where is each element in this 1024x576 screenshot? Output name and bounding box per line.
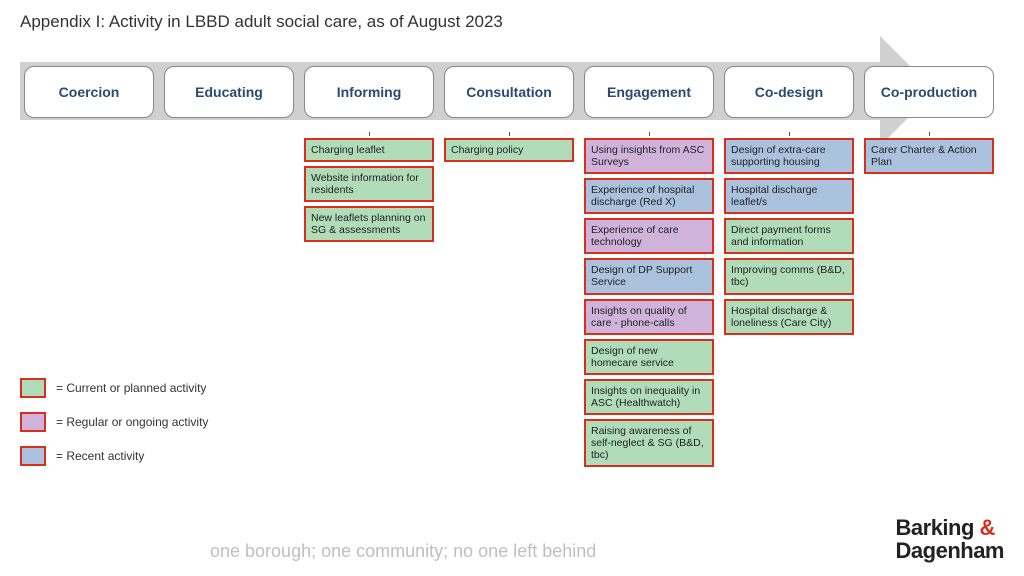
stage-connector [649, 132, 650, 136]
legend-swatch [20, 446, 46, 466]
activity-box: Experience of care technology [584, 218, 714, 254]
footer-tagline: one borough; one community; no one left … [210, 541, 596, 562]
activity-column: Charging leaflet Website information for … [304, 132, 434, 467]
activity-box: Insights on quality of care - phone-call… [584, 299, 714, 335]
stage-box: Educating [164, 66, 294, 118]
legend-swatch [20, 378, 46, 398]
stage-box: Consultation [444, 66, 574, 118]
legend-label: = Regular or ongoing activity [56, 415, 208, 429]
legend-label: = Current or planned activity [56, 381, 206, 395]
activity-box: Hospital discharge leaflet/s [724, 178, 854, 214]
council-logo: Barking & Dagenham [896, 516, 1004, 562]
activity-box: Carer Charter & Action Plan [864, 138, 994, 174]
activity-box: Hospital discharge & loneliness (Care Ci… [724, 299, 854, 335]
activity-column: Design of extra-care supporting housing H… [724, 132, 854, 467]
activity-box: Using insights from ASC Surveys [584, 138, 714, 174]
stage-box: Co-production [864, 66, 994, 118]
stage-connector [369, 132, 370, 136]
stage-box: Informing [304, 66, 434, 118]
logo-line1: Barking [896, 515, 980, 540]
logo-ampersand: & [980, 515, 995, 540]
activity-box: Design of new homecare service [584, 339, 714, 375]
stages-row: CoercionEducatingInformingConsultationEn… [24, 66, 994, 118]
activity-box: Charging leaflet [304, 138, 434, 162]
stage-connector [509, 132, 510, 136]
stage-box: Co-design [724, 66, 854, 118]
stage-connector [929, 132, 930, 136]
activity-box: Design of DP Support Service [584, 258, 714, 294]
legend-swatch [20, 412, 46, 432]
activity-box: Experience of hospital discharge (Red X) [584, 178, 714, 214]
activity-column: Charging policy [444, 132, 574, 467]
page-title: Appendix I: Activity in LBBD adult socia… [20, 12, 503, 32]
legend: = Current or planned activity = Regular o… [20, 378, 208, 466]
activity-box: Improving comms (B&D, tbc) [724, 258, 854, 294]
legend-row: = Regular or ongoing activity [20, 412, 208, 432]
activity-box: Design of extra-care supporting housing [724, 138, 854, 174]
legend-row: = Current or planned activity [20, 378, 208, 398]
stage-box: Coercion [24, 66, 154, 118]
activity-box: Raising awareness of self-neglect & SG (… [584, 419, 714, 467]
stage-connector [789, 132, 790, 136]
activity-box: Direct payment forms and information [724, 218, 854, 254]
activity-column: Carer Charter & Action Plan [864, 132, 994, 467]
legend-label: = Recent activity [56, 449, 144, 463]
legend-row: = Recent activity [20, 446, 208, 466]
activity-box: New leaflets planning on SG & assessment… [304, 206, 434, 242]
stage-box: Engagement [584, 66, 714, 118]
activity-column: Using insights from ASC Surveys Experienc… [584, 132, 714, 467]
activity-box: Charging policy [444, 138, 574, 162]
logo-line2: Dagenham [896, 538, 1004, 563]
activity-box: Insights on inequality in ASC (Healthwat… [584, 379, 714, 415]
activity-box: Website information for residents [304, 166, 434, 202]
